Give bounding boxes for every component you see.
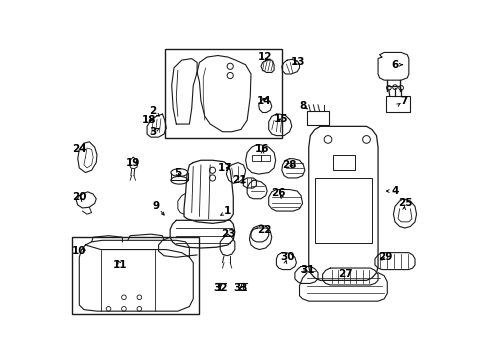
- Text: 2: 2: [149, 106, 157, 116]
- Bar: [314, 178, 371, 243]
- Text: 26: 26: [270, 188, 285, 198]
- Text: 12: 12: [257, 52, 271, 62]
- Text: 24: 24: [72, 144, 86, 154]
- Text: 23: 23: [220, 229, 235, 239]
- Text: 10: 10: [72, 246, 86, 256]
- Text: 33: 33: [233, 283, 248, 293]
- Text: 20: 20: [72, 192, 86, 202]
- Bar: [240, 286, 244, 289]
- Text: 8: 8: [299, 101, 306, 111]
- Bar: [164, 49, 281, 138]
- Text: 31: 31: [299, 265, 314, 275]
- Text: 29: 29: [378, 252, 392, 262]
- Text: 5: 5: [174, 167, 181, 177]
- Text: 1: 1: [224, 206, 231, 216]
- Text: 9: 9: [152, 201, 160, 211]
- Text: 13: 13: [290, 58, 305, 67]
- Text: 16: 16: [255, 144, 269, 154]
- Bar: [306, 111, 328, 125]
- Text: 17: 17: [218, 163, 232, 173]
- Text: 7: 7: [400, 96, 407, 106]
- Bar: [333, 155, 354, 170]
- Text: 11: 11: [113, 260, 127, 270]
- Text: 30: 30: [279, 252, 294, 262]
- Text: 22: 22: [256, 225, 271, 235]
- Bar: [71, 237, 198, 314]
- Text: 32: 32: [212, 283, 227, 293]
- Text: 27: 27: [338, 269, 352, 279]
- Text: 19: 19: [126, 158, 140, 167]
- Text: 21: 21: [232, 175, 246, 185]
- Bar: [385, 95, 409, 112]
- Text: 3: 3: [149, 127, 157, 137]
- Bar: [261, 155, 270, 161]
- Text: 18: 18: [141, 115, 156, 125]
- Text: 6: 6: [390, 60, 398, 70]
- Bar: [251, 155, 261, 161]
- Text: 28: 28: [282, 160, 296, 170]
- Text: 4: 4: [390, 186, 398, 196]
- Text: 14: 14: [256, 96, 271, 106]
- Text: 25: 25: [397, 198, 411, 208]
- Text: 15: 15: [273, 114, 288, 123]
